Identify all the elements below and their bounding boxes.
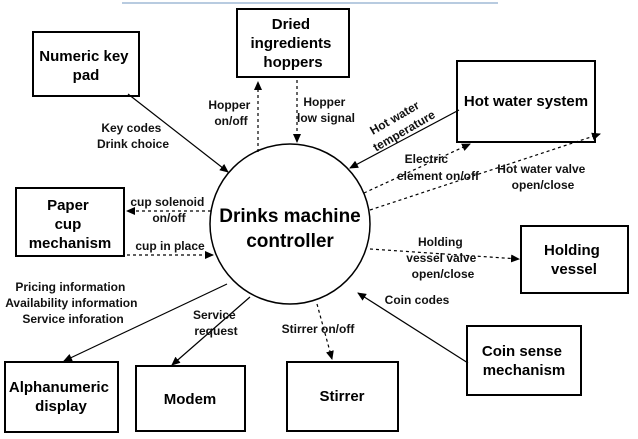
modem-label: Modem [164, 391, 217, 408]
alphanumeric-display-box: Alphanumeric display [4, 361, 119, 433]
flow-holding-valve-arrow [369, 248, 520, 263]
dried-hoppers-box: Dried ingredients hoppers [236, 8, 350, 78]
holding-vessel-box: Holding vessel [520, 225, 629, 294]
flow-hot-water-temp-arrow [349, 109, 460, 169]
holding-valve-label: Holding vessel valve open/close [406, 235, 479, 281]
hot-water-valve-label: Hot water valve open/close [497, 162, 588, 192]
dried-hoppers-label: Dried ingredients hoppers [250, 16, 335, 71]
cup-solenoid-label: cup solenoid on/off [130, 195, 207, 225]
modem-box: Modem [135, 365, 246, 432]
holding-vessel-label: Holding vessel [544, 242, 604, 278]
coin-sense-box: Coin sense mechanism [466, 325, 582, 396]
controller-circle [209, 143, 371, 305]
numeric-keypad-box: Numeric key pad [32, 31, 140, 97]
coin-sense-label: Coin sense mechanism [482, 343, 566, 379]
controller-node: Drinks machine controller [209, 143, 371, 305]
hopper-onoff-label: Hopper on/off [208, 98, 253, 128]
hopper-low-label: Hopper low signal [297, 95, 355, 125]
electric-element-label: Electric element on/off [397, 152, 480, 183]
cup-in-place-label: cup in place [135, 239, 205, 253]
controller-title-line1: Drinks machine [219, 206, 361, 227]
alphanumeric-display-label: Alphanumeric display [9, 379, 113, 415]
numeric-keypad-label: Numeric key pad [39, 48, 132, 84]
pricing-info-label: Pricing information Availability informa… [5, 280, 141, 326]
hot-water-temp-label: Hot water temperature [362, 94, 437, 155]
flow-key-codes-arrow [127, 93, 229, 173]
stirrer-label: Stirrer [319, 388, 364, 405]
controller-title-line2: controller [246, 231, 334, 252]
stirrer-box: Stirrer [286, 361, 399, 432]
flow-electric-element-arrow [363, 143, 471, 194]
flow-service-request-arrow [171, 296, 251, 366]
hot-water-system-label: Hot water system [464, 93, 588, 110]
key-codes-label: Key codes Drink choice [97, 121, 169, 151]
flow-coin-codes-arrow [357, 292, 469, 364]
stirrer-onoff-label: Stirrer on/off [282, 322, 356, 336]
flow-hot-water-valve-arrow [369, 132, 601, 211]
flow-pricing-info-arrow [63, 283, 228, 362]
service-request-label: Service request [193, 308, 239, 338]
hot-water-system-box: Hot water system [456, 60, 596, 143]
paper-cup-box: Paper cup mechanism [15, 187, 125, 257]
paper-cup-label: Paper cup mechanism [29, 197, 112, 252]
coin-codes-label: Coin codes [385, 293, 450, 307]
